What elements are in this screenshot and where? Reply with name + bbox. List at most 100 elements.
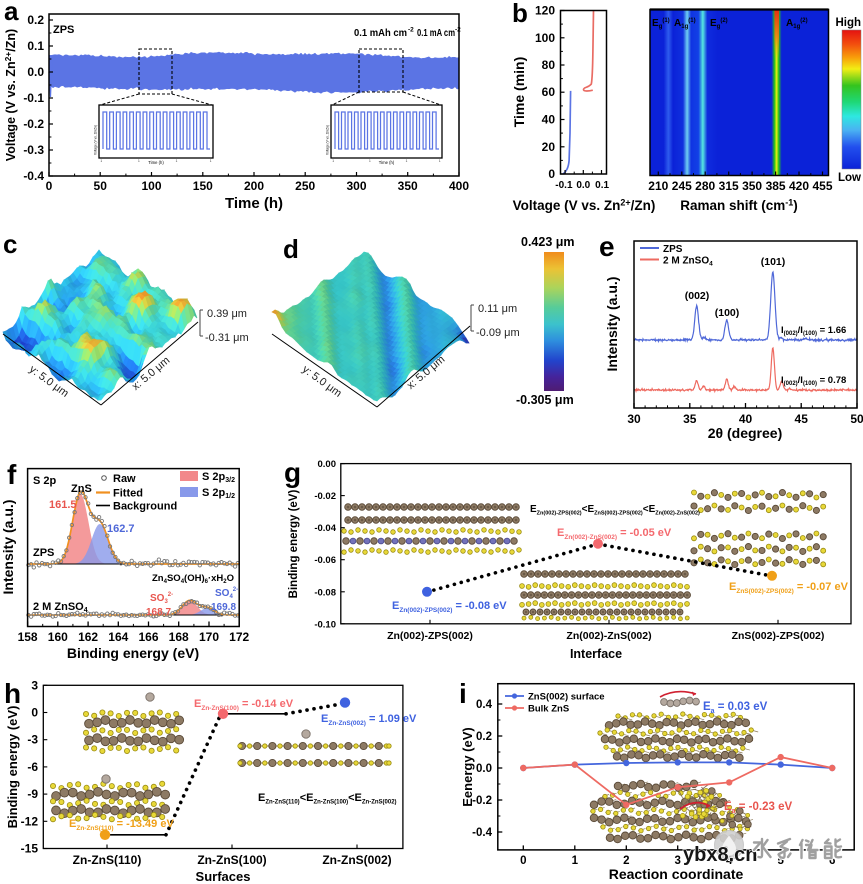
svg-text:ZnS(002)-ZPS(002): ZnS(002)-ZPS(002) [732, 630, 825, 642]
svg-text:-0.06: -0.06 [314, 555, 336, 566]
svg-text:Binding energy (eV): Binding energy (eV) [288, 490, 300, 599]
svg-text:I(002)/I(100) = 0.78: I(002)/I(100) = 0.78 [781, 375, 846, 387]
svg-text:Background: Background [113, 501, 177, 513]
svg-text:Voltage (V vs. Zn2+/Zn): Voltage (V vs. Zn2+/Zn) [513, 198, 656, 214]
svg-text:172: 172 [229, 630, 249, 644]
svg-text:4: 4 [726, 855, 733, 867]
svg-text:0.39 μm: 0.39 μm [207, 308, 247, 320]
svg-text:(002): (002) [685, 290, 710, 302]
svg-text:385: 385 [766, 179, 786, 193]
svg-text:-9: -9 [27, 787, 38, 801]
svg-text:250: 250 [295, 179, 315, 193]
svg-text:0.0: 0.0 [27, 65, 44, 79]
svg-text:0.1 mA cm: 0.1 mA cm [417, 27, 455, 39]
svg-text:-0.1: -0.1 [555, 180, 573, 191]
svg-text:161.5: 161.5 [49, 499, 77, 511]
svg-text:ZnS: ZnS [71, 483, 92, 495]
svg-text:-2: -2 [408, 27, 414, 34]
svg-text:Reaction coordinate: Reaction coordinate [609, 866, 744, 882]
svg-text:0.2: 0.2 [476, 731, 492, 743]
svg-text:0: 0 [46, 179, 53, 193]
svg-text:50: 50 [850, 412, 863, 426]
svg-text:S 2p: S 2p [33, 475, 57, 487]
svg-text:1: 1 [138, 159, 140, 163]
svg-text:EZn(002)-ZPS(002)<EZnS(002)-ZP: EZn(002)-ZPS(002)<EZnS(002)-ZPS(002)<EZn… [530, 504, 700, 517]
svg-text:g: g [284, 457, 301, 488]
svg-text:200: 200 [244, 179, 264, 193]
svg-text:Zn(002)-ZnS(002): Zn(002)-ZnS(002) [566, 630, 651, 642]
svg-text:a: a [4, 0, 19, 26]
svg-text:Ea = 0.03 eV: Ea = 0.03 eV [703, 701, 768, 715]
svg-text:-3: -3 [27, 733, 38, 747]
svg-text:EZnS(002)-ZPS(002) = -0.07 eV: EZnS(002)-ZPS(002) = -0.07 eV [729, 581, 849, 595]
svg-text:0.4: 0.4 [476, 699, 493, 711]
svg-text:-0.31 μm: -0.31 μm [205, 332, 249, 344]
svg-text:455: 455 [812, 179, 832, 193]
svg-text:0.1 mAh cm: 0.1 mAh cm [354, 27, 407, 39]
svg-text:158: 158 [18, 630, 38, 644]
svg-text:0.2: 0.2 [27, 13, 44, 27]
svg-text:Binding energy (eV): Binding energy (eV) [5, 706, 20, 829]
svg-text:50: 50 [94, 179, 108, 193]
svg-text:ZPS: ZPS [663, 244, 683, 255]
svg-text:2 M ZnSO4: 2 M ZnSO4 [33, 601, 88, 614]
svg-text:Zn-ZnS(002): Zn-ZnS(002) [322, 853, 391, 867]
svg-text:1: 1 [439, 159, 441, 163]
svg-text:0.11 μm: 0.11 μm [478, 303, 517, 315]
svg-text:1: 1 [369, 159, 371, 163]
svg-text:Zn-ZnS(100): Zn-ZnS(100) [197, 853, 266, 867]
svg-text:400: 400 [449, 179, 469, 193]
svg-text:Time (h): Time (h) [379, 160, 395, 165]
svg-text:100: 100 [535, 31, 555, 45]
svg-text:-0.04: -0.04 [314, 523, 336, 534]
svg-text:60: 60 [542, 85, 556, 99]
svg-text:i: i [459, 678, 467, 709]
svg-text:SO42-: SO42- [215, 587, 238, 600]
svg-text:Bulk ZnS: Bulk ZnS [528, 704, 569, 715]
svg-text:350: 350 [742, 179, 762, 193]
svg-text:315: 315 [719, 179, 739, 193]
svg-text:120: 120 [535, 4, 555, 18]
svg-text:Zn-ZnS(110): Zn-ZnS(110) [73, 853, 142, 867]
svg-text:High: High [835, 17, 861, 29]
svg-text:Voltage (V vs. Zn/Zn): Voltage (V vs. Zn/Zn) [326, 125, 330, 155]
svg-text:6: 6 [829, 855, 835, 867]
svg-text:-0.09 μm: -0.09 μm [476, 327, 520, 339]
svg-text:-0.02: -0.02 [314, 491, 336, 502]
svg-text:300: 300 [346, 179, 366, 193]
svg-text:169.8: 169.8 [211, 602, 236, 613]
svg-text:Binding energy (eV): Binding energy (eV) [67, 645, 199, 661]
svg-text:(100): (100) [715, 307, 740, 319]
svg-text:Interface: Interface [570, 647, 622, 661]
svg-text:ybx8.cn: ybx8.cn [683, 844, 757, 866]
svg-text:Raman shift (cm-1): Raman shift (cm-1) [680, 198, 798, 214]
svg-text:-0.08: -0.08 [314, 587, 336, 598]
svg-text:EZn(002)-ZnS(002) = -0.05 eV: EZn(002)-ZnS(002) = -0.05 eV [557, 527, 672, 541]
svg-text:-0.4: -0.4 [472, 827, 492, 839]
svg-text:Fitted: Fitted [113, 488, 143, 500]
svg-text:Time (h): Time (h) [225, 195, 283, 212]
svg-text:Voltage (V vs. Zn2+/Zn): Voltage (V vs. Zn2+/Zn) [3, 29, 18, 161]
svg-text:1: 1 [100, 159, 102, 163]
svg-text:160: 160 [48, 630, 68, 644]
svg-text:0.0: 0.0 [476, 763, 492, 775]
svg-text:Time (h): Time (h) [148, 160, 164, 165]
svg-text:1: 1 [176, 159, 178, 163]
svg-text:Zn(002)-ZPS(002): Zn(002)-ZPS(002) [387, 630, 473, 642]
svg-text:0.423 μm: 0.423 μm [521, 235, 575, 249]
svg-text:420: 420 [789, 179, 809, 193]
svg-text:0.00: 0.00 [318, 459, 337, 470]
svg-text:Raw: Raw [113, 473, 136, 485]
svg-text:EZn(002)-ZPS(002) = -0.08 eV: EZn(002)-ZPS(002) = -0.08 eV [392, 600, 507, 614]
svg-text:210: 210 [648, 179, 668, 193]
svg-text:Zn4SO4(OH)6·xH2O: Zn4SO4(OH)6·xH2O [152, 573, 234, 585]
svg-text:EZn-ZnS(100) = -0.14 eV: EZn-ZnS(100) = -0.14 eV [194, 698, 294, 712]
svg-text:S 2p1/2: S 2p1/2 [202, 487, 235, 500]
svg-text:350: 350 [398, 179, 418, 193]
svg-text:1: 1 [572, 855, 579, 867]
svg-text:0.1: 0.1 [595, 180, 609, 191]
svg-text:0.0: 0.0 [576, 180, 590, 191]
svg-text:20: 20 [542, 140, 556, 154]
svg-text:(101): (101) [761, 256, 786, 268]
svg-text:-15: -15 [21, 842, 39, 856]
